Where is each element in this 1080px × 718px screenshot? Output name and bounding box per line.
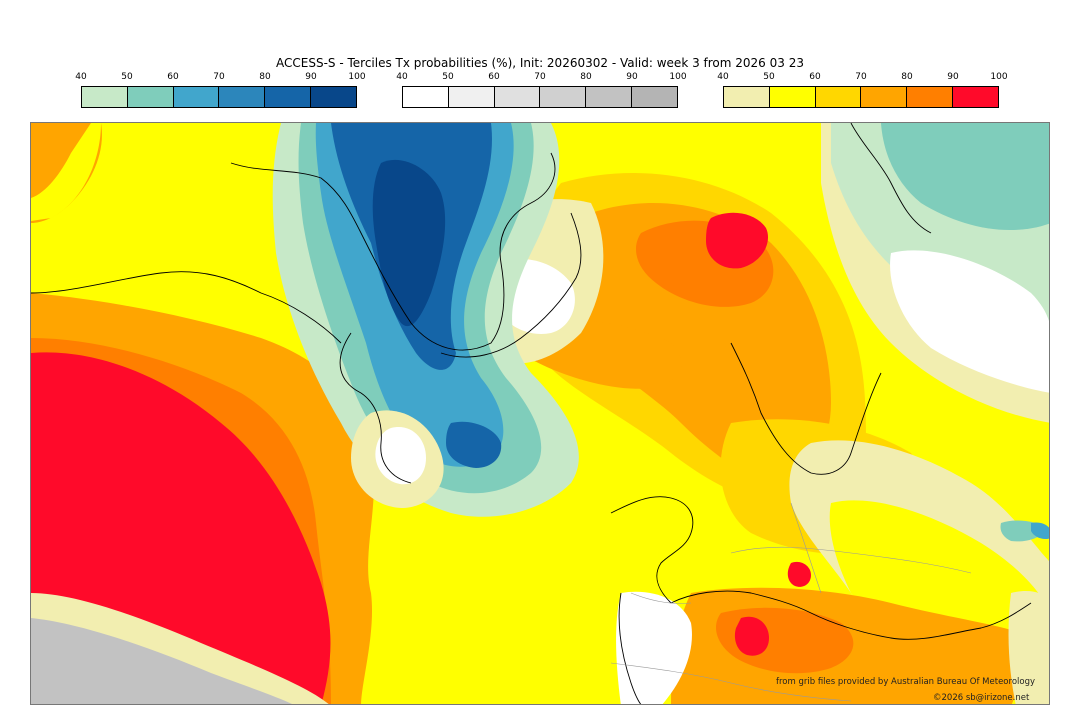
legend-swatch bbox=[632, 87, 677, 107]
field-yellow-northwest bbox=[31, 123, 101, 221]
legend-swatch bbox=[311, 87, 356, 107]
field-white-iberia bbox=[616, 591, 692, 704]
legend-swatch bbox=[815, 87, 862, 107]
border-central-europe bbox=[730, 546, 972, 574]
field-darkblue-greenland bbox=[372, 159, 446, 327]
border-eastern-europe bbox=[790, 502, 822, 594]
field-teal-northeast bbox=[881, 123, 1049, 231]
legend-tick-60: 60 bbox=[809, 72, 821, 82]
legend-tick-100: 100 bbox=[348, 72, 366, 82]
copyright-credit: ©2026 sb@irizone.net bbox=[933, 693, 1030, 703]
coast-british-isles bbox=[610, 496, 694, 604]
border-iberia-france bbox=[630, 592, 692, 604]
legend-swatch bbox=[540, 87, 587, 107]
legend-tick-50: 50 bbox=[121, 72, 133, 82]
field-midblue-southgreenland bbox=[446, 421, 502, 468]
legend-tick-40: 40 bbox=[717, 72, 729, 82]
legend-tick-40: 40 bbox=[396, 72, 408, 82]
legend-tick-40: 40 bbox=[75, 72, 87, 82]
coast-southern-europe bbox=[670, 590, 1032, 640]
map-canvas bbox=[31, 123, 1049, 704]
coast-greenland-north bbox=[230, 152, 556, 351]
field-red-svalbard bbox=[706, 212, 769, 269]
legend-swatch bbox=[861, 87, 908, 107]
border-north-africa bbox=[610, 662, 852, 702]
coast-russia-arctic bbox=[850, 123, 932, 234]
legend-swatch bbox=[494, 87, 541, 107]
legend-swatch bbox=[265, 87, 312, 107]
legend-colorbar bbox=[81, 86, 357, 108]
field-lightblue-caspian bbox=[1031, 522, 1049, 540]
legend-swatch bbox=[82, 87, 128, 107]
legend-swatch bbox=[173, 87, 220, 107]
legend-swatch bbox=[219, 87, 266, 107]
coast-iberia bbox=[618, 592, 642, 704]
legend-tick-80: 80 bbox=[580, 72, 592, 82]
coast-canada-arctic bbox=[31, 271, 342, 344]
field-red-tyrrhenian bbox=[734, 616, 769, 656]
field-white-russia bbox=[890, 250, 1049, 393]
probability-map[interactable] bbox=[30, 122, 1050, 705]
legend-tick-60: 60 bbox=[167, 72, 179, 82]
legend-above-normal: 40 50 60 70 80 90 100 bbox=[717, 72, 1008, 108]
legend-swatch bbox=[448, 87, 495, 107]
legend-tick-50: 50 bbox=[763, 72, 775, 82]
coast-scandinavia bbox=[730, 342, 882, 475]
field-white-labrador bbox=[375, 427, 426, 485]
legend-swatch bbox=[724, 87, 770, 107]
legend-tick-60: 60 bbox=[488, 72, 500, 82]
legend-ticks: 40 50 60 70 80 90 100 bbox=[717, 72, 1007, 86]
legend-swatch bbox=[586, 87, 633, 107]
country-borders bbox=[610, 502, 972, 702]
coast-greenland-east bbox=[440, 212, 582, 358]
legend-tick-70: 70 bbox=[213, 72, 225, 82]
legend-swatch bbox=[127, 87, 174, 107]
field-cream-levant bbox=[1008, 591, 1049, 704]
legend-below-normal: 40 50 60 70 80 90 100 bbox=[75, 72, 366, 108]
legend-colorbar bbox=[723, 86, 999, 108]
legend-swatch bbox=[953, 87, 998, 107]
legend-tick-90: 90 bbox=[305, 72, 317, 82]
legend-tick-90: 90 bbox=[626, 72, 638, 82]
legend-swatch bbox=[403, 87, 449, 107]
coast-baffin bbox=[339, 332, 412, 484]
legend-colorbar bbox=[402, 86, 678, 108]
source-credit: from grib files provided by Australian B… bbox=[776, 677, 1036, 687]
legend-ticks: 40 50 60 70 80 90 100 bbox=[396, 72, 686, 86]
legend-tick-100: 100 bbox=[990, 72, 1008, 82]
legend-tick-70: 70 bbox=[534, 72, 546, 82]
legend-tick-70: 70 bbox=[855, 72, 867, 82]
legend-tick-80: 80 bbox=[901, 72, 913, 82]
field-red-adriatic bbox=[787, 561, 811, 587]
map-title: ACCESS-S - Terciles Tx probabilities (%)… bbox=[276, 56, 804, 70]
legend-ticks: 40 50 60 70 80 90 100 bbox=[75, 72, 365, 86]
legend-tick-80: 80 bbox=[259, 72, 271, 82]
legend-tick-90: 90 bbox=[947, 72, 959, 82]
legend-tick-100: 100 bbox=[669, 72, 687, 82]
legend-near-normal: 40 50 60 70 80 90 100 bbox=[396, 72, 687, 108]
field-grey-southwest bbox=[31, 618, 292, 704]
legend-swatch bbox=[907, 87, 954, 107]
legend-tick-50: 50 bbox=[442, 72, 454, 82]
legend-swatch bbox=[769, 87, 816, 107]
coastlines bbox=[31, 123, 1032, 704]
